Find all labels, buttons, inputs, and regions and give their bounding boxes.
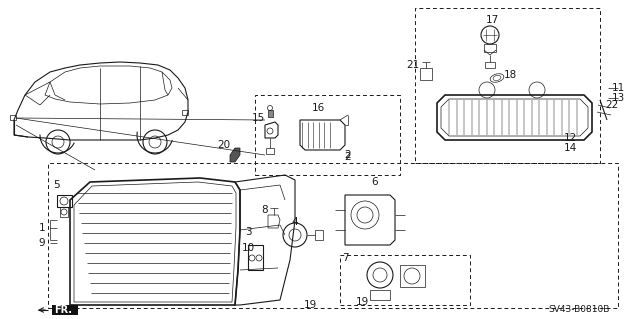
Text: 1: 1 — [38, 223, 45, 233]
Text: 17: 17 — [485, 15, 499, 25]
Bar — [60, 207, 68, 217]
Text: 10: 10 — [241, 243, 255, 253]
Bar — [484, 44, 496, 52]
Bar — [10, 115, 16, 120]
Text: 2: 2 — [345, 150, 351, 160]
Text: 7: 7 — [342, 253, 348, 263]
Bar — [420, 68, 432, 80]
Text: 2: 2 — [345, 152, 351, 162]
Text: SV43-B0810B: SV43-B0810B — [548, 306, 610, 315]
Text: 8: 8 — [262, 205, 268, 215]
Bar — [57, 195, 72, 207]
Bar — [255, 95, 400, 175]
Text: 11: 11 — [611, 83, 625, 93]
Bar — [48, 163, 618, 308]
Text: 12: 12 — [563, 133, 577, 143]
Text: 5: 5 — [54, 180, 60, 190]
Text: 21: 21 — [406, 60, 420, 70]
Text: 20: 20 — [218, 140, 230, 150]
Text: 14: 14 — [563, 143, 577, 153]
Text: 19: 19 — [355, 297, 369, 307]
Text: 3: 3 — [244, 227, 252, 237]
Text: 16: 16 — [312, 103, 324, 113]
Text: 22: 22 — [605, 100, 619, 110]
Text: 9: 9 — [38, 238, 45, 248]
Text: FR.: FR. — [54, 305, 72, 315]
Bar — [340, 255, 470, 305]
Bar — [266, 148, 274, 154]
Bar — [400, 265, 425, 287]
Text: 4: 4 — [292, 217, 298, 227]
Polygon shape — [230, 148, 240, 162]
Text: 18: 18 — [504, 70, 516, 80]
Text: 19: 19 — [303, 300, 317, 310]
Polygon shape — [52, 305, 78, 315]
Text: 6: 6 — [372, 177, 378, 187]
Text: 15: 15 — [252, 113, 264, 123]
Bar — [182, 110, 188, 115]
Bar — [315, 230, 323, 240]
Bar — [370, 290, 390, 300]
Bar — [485, 62, 495, 68]
Text: 13: 13 — [611, 93, 625, 103]
Bar — [415, 8, 600, 163]
Bar — [268, 110, 273, 117]
